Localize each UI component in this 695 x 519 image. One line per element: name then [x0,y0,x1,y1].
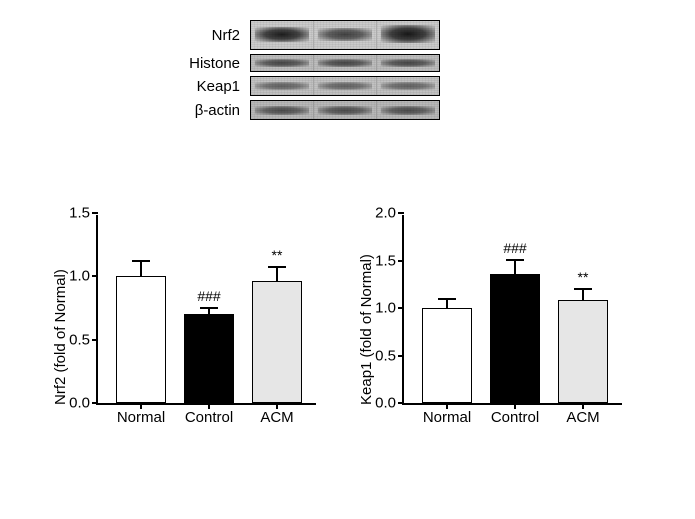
blot-strip [250,76,440,96]
blot-band [255,59,310,67]
blot-strip [250,54,440,72]
blot-lane [314,101,377,119]
bar [252,281,302,403]
blot-band [318,106,373,115]
blot-row: Nrf2 [170,20,450,50]
blot-strip [250,100,440,120]
bar [422,308,472,403]
charts-container: Nrf2 (fold of Normal) 0.00.51.01.5Normal#… [50,215,622,405]
error-cap [438,298,456,300]
y-tick [92,339,98,341]
blot-band [318,59,373,67]
error-cap [200,307,218,309]
significance-marker: ** [578,269,589,285]
blot-lane [251,21,314,49]
y-axis-label: Keap1 (fold of Normal) [358,254,375,405]
blot-band [255,27,310,42]
blot-band [318,28,373,41]
y-tick-label: 1.0 [69,268,90,285]
blot-lane [377,77,439,95]
error-cap [506,259,524,261]
y-tick [398,402,404,404]
blot-lane [377,101,439,119]
bar [490,274,540,403]
blot-lane [251,55,314,71]
error-bar [140,261,142,276]
plot-area: 0.00.51.01.5Normal###Control**ACM [96,215,316,405]
x-tick-label: ACM [566,409,599,426]
y-tick [92,212,98,214]
y-tick-label: 1.0 [375,300,396,317]
y-axis-label: Nrf2 (fold of Normal) [52,269,69,405]
blot-row: Keap1 [170,76,450,96]
blot-row: β-actin [170,100,450,120]
error-cap [268,266,286,268]
y-tick [398,307,404,309]
bar [116,276,166,403]
error-cap [132,260,150,262]
x-tick-label: Normal [117,409,165,426]
x-tick-label: Control [185,409,233,426]
y-tick-label: 1.5 [375,252,396,269]
significance-marker: ### [503,240,526,256]
y-tick [92,402,98,404]
y-tick [398,212,404,214]
error-bar [582,289,584,300]
y-tick-label: 1.5 [69,205,90,222]
bar [184,314,234,403]
y-tick-label: 0.0 [69,395,90,412]
x-tick-label: ACM [260,409,293,426]
blot-label: β-actin [170,102,250,119]
blot-band [381,106,436,115]
blot-band [381,82,436,89]
blot-band [255,106,310,115]
error-bar [276,267,278,281]
x-tick-label: Normal [423,409,471,426]
y-tick [92,275,98,277]
blot-row: Histone [170,54,450,72]
blot-band [381,25,436,43]
bar-chart: Keap1 (fold of Normal) 0.00.51.01.52.0Nor… [356,215,622,405]
blot-band [381,59,436,67]
blot-band [255,82,310,89]
error-cap [574,288,592,290]
significance-marker: ** [272,247,283,263]
y-tick-label: 0.0 [375,395,396,412]
error-bar [446,299,448,308]
y-tick-label: 0.5 [375,347,396,364]
blot-label: Nrf2 [170,27,250,44]
western-blot-panel: Nrf2 Histone Keap1 β-actin [170,20,450,124]
blot-lane [314,21,377,49]
bar [558,300,608,403]
blot-lane [314,77,377,95]
y-tick-label: 0.5 [69,331,90,348]
blot-strip [250,20,440,50]
blot-band [318,82,373,89]
error-bar [514,260,516,274]
blot-lane [251,101,314,119]
blot-lane [251,77,314,95]
blot-lane [377,21,439,49]
y-tick-label: 2.0 [375,205,396,222]
x-tick-label: Control [491,409,539,426]
blot-label: Keap1 [170,78,250,95]
y-tick [398,260,404,262]
plot-area: 0.00.51.01.52.0Normal###Control**ACM [402,215,622,405]
blot-lane [377,55,439,71]
blot-lane [314,55,377,71]
bar-chart: Nrf2 (fold of Normal) 0.00.51.01.5Normal#… [50,215,316,405]
significance-marker: ### [197,288,220,304]
y-tick [398,355,404,357]
blot-label: Histone [170,55,250,72]
